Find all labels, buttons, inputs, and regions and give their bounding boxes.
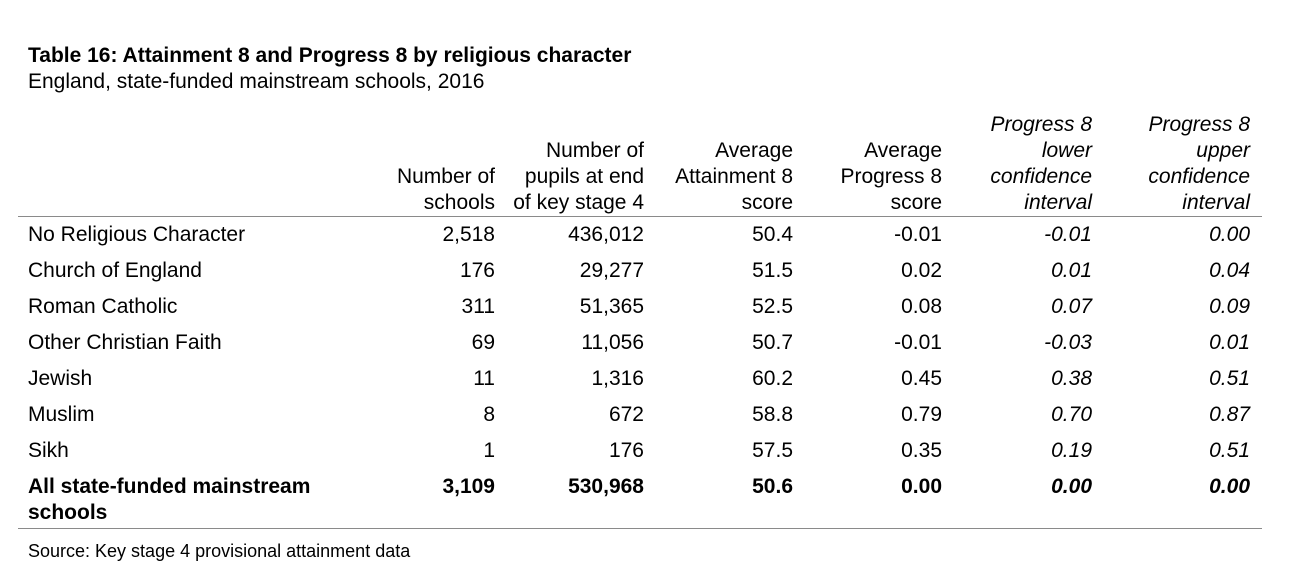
cell-schools: 8 xyxy=(483,403,495,426)
cell-progress-8: 0.02 xyxy=(901,259,942,282)
cell-attainment-8: 50.4 xyxy=(752,223,793,246)
table-row: Jewish 11 1,316 60.2 0.45 0.38 0.51 xyxy=(18,361,1262,397)
cell-pupils: 11,056 xyxy=(581,331,644,354)
source-note: Source: Key stage 4 provisional attainme… xyxy=(28,541,411,561)
cell-schools: 1 xyxy=(483,439,495,462)
cell-upper-ci: 0.51 xyxy=(1209,367,1250,390)
total-row: All state-funded mainstream schools 3,10… xyxy=(18,469,1262,529)
row-label: Church of England xyxy=(28,259,202,282)
attainment-table: Number of schools Number of pupils at en… xyxy=(18,110,1262,529)
table-title: Table 16: Attainment 8 and Progress 8 by… xyxy=(28,44,632,67)
cell-pupils: 1,316 xyxy=(591,367,644,390)
cell-schools: 2,518 xyxy=(442,223,495,246)
table-row: Other Christian Faith 69 11,056 50.7 -0.… xyxy=(18,325,1262,361)
cell-attainment-8: 50.7 xyxy=(752,331,793,354)
table-row: Muslim 8 672 58.8 0.79 0.70 0.87 xyxy=(18,397,1262,433)
cell-pupils: 672 xyxy=(608,403,644,426)
row-label: Muslim xyxy=(28,403,95,426)
cell-progress-8: -0.01 xyxy=(894,223,942,246)
cell-schools: 176 xyxy=(459,259,495,282)
cell-progress-8: -0.01 xyxy=(894,331,942,354)
header-number-of-schools: Number of schools xyxy=(384,110,507,217)
table-row: No Religious Character 2,518 436,012 50.… xyxy=(18,217,1262,254)
cell-upper-ci: 0.09 xyxy=(1209,295,1250,318)
cell-attainment-8: 52.5 xyxy=(752,295,793,318)
cell-upper-ci: 0.01 xyxy=(1209,331,1250,354)
cell-attainment-8: 58.8 xyxy=(752,403,793,426)
cell-progress-8: 0.08 xyxy=(901,295,942,318)
cell-attainment-8: 57.5 xyxy=(752,439,793,462)
cell-schools: 69 xyxy=(471,331,495,354)
total-upper-ci: 0.00 xyxy=(1104,469,1262,529)
cell-pupils: 436,012 xyxy=(568,223,644,246)
cell-lower-ci: 0.38 xyxy=(1051,367,1092,390)
cell-attainment-8: 51.5 xyxy=(752,259,793,282)
total-pupils: 530,968 xyxy=(507,469,656,529)
total-attainment-8: 50.6 xyxy=(656,469,805,529)
header-progress-8-lower-ci: Progress 8 lower confidence interval xyxy=(954,110,1104,217)
cell-progress-8: 0.79 xyxy=(901,403,942,426)
row-label: No Religious Character xyxy=(28,223,246,246)
cell-schools: 311 xyxy=(461,295,495,318)
table-subtitle: England, state-funded mainstream schools… xyxy=(28,70,485,93)
cell-upper-ci: 0.51 xyxy=(1209,439,1250,462)
header-average-progress-8: Average Progress 8 score xyxy=(805,110,954,217)
row-label: Sikh xyxy=(28,439,69,462)
table-row: Church of England 176 29,277 51.5 0.02 0… xyxy=(18,253,1262,289)
row-label: Roman Catholic xyxy=(28,295,178,318)
cell-progress-8: 0.35 xyxy=(901,439,942,462)
total-lower-ci: 0.00 xyxy=(954,469,1104,529)
table-row: Sikh 1 176 57.5 0.35 0.19 0.51 xyxy=(18,433,1262,469)
row-label: Other Christian Faith xyxy=(28,331,222,354)
cell-pupils: 51,365 xyxy=(579,295,644,318)
cell-lower-ci: 0.19 xyxy=(1051,439,1092,462)
cell-lower-ci: 0.01 xyxy=(1051,259,1092,282)
cell-pupils: 176 xyxy=(608,439,644,462)
header-average-attainment-8: Average Attainment 8 score xyxy=(656,110,805,217)
header-label xyxy=(18,110,384,217)
cell-schools: 11 xyxy=(473,367,495,390)
total-schools: 3,109 xyxy=(384,469,507,529)
cell-upper-ci: 0.00 xyxy=(1209,223,1250,246)
cell-lower-ci: -0.03 xyxy=(1044,331,1092,354)
cell-lower-ci: 0.07 xyxy=(1051,295,1092,318)
header-row: Number of schools Number of pupils at en… xyxy=(18,110,1262,217)
cell-lower-ci: 0.70 xyxy=(1051,403,1092,426)
cell-progress-8: 0.45 xyxy=(901,367,942,390)
cell-pupils: 29,277 xyxy=(579,259,644,282)
header-number-of-pupils: Number of pupils at end of key stage 4 xyxy=(507,110,656,217)
cell-upper-ci: 0.87 xyxy=(1209,403,1250,426)
cell-attainment-8: 60.2 xyxy=(752,367,793,390)
total-label: All state-funded mainstream schools xyxy=(18,469,384,529)
cell-upper-ci: 0.04 xyxy=(1209,259,1250,282)
total-progress-8: 0.00 xyxy=(805,469,954,529)
cell-lower-ci: -0.01 xyxy=(1044,223,1092,246)
row-label: Jewish xyxy=(28,367,93,390)
header-progress-8-upper-ci: Progress 8 upper confidence interval xyxy=(1104,110,1262,217)
table-row: Roman Catholic 311 51,365 52.5 0.08 0.07… xyxy=(18,289,1262,325)
